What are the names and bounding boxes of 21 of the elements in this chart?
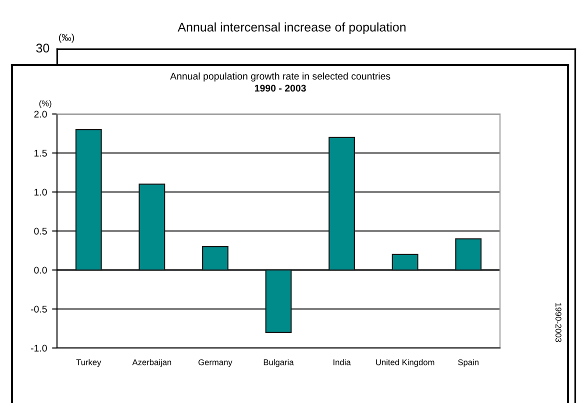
x-tick-label: Bulgaria [264,359,294,367]
x-tick-label: Germany [198,359,232,367]
y-tick-label: 0.0 [34,266,47,274]
x-tick-label: Azerbaijan [132,359,172,367]
x-tick-label: Turkey [76,359,102,367]
y-axis-title: (%) [39,100,52,108]
chart-title: Annual population growth rate in selected countries [170,72,390,82]
text: Annual intercensal increase of population [178,22,406,34]
x-tick-label: Spain [458,359,478,367]
text: (‰) [59,34,74,43]
y-tick-label: 2.0 [34,110,47,118]
text: 30 [36,44,50,53]
y-tick-label: -1.0 [30,344,47,352]
y-tick-label: 0.5 [34,228,47,235]
chart-subtitle: 1990 - 2003 [254,84,306,92]
y-tick-label: 1.0 [34,188,47,196]
y-tick-label: 1.5 [34,150,47,157]
x-tick-label: India [334,359,351,366]
text: 1990-2003 [555,303,562,342]
x-tick-label: United Kingdom [376,359,434,367]
y-tick-label: -0.5 [30,306,47,313]
